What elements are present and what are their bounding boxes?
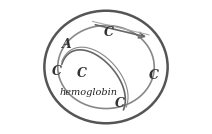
Text: A: A [62, 38, 72, 51]
Text: C: C [52, 64, 61, 78]
Ellipse shape [44, 11, 168, 123]
Text: C: C [77, 67, 87, 80]
Text: C: C [114, 97, 124, 110]
Text: C: C [149, 68, 159, 82]
Text: C: C [104, 26, 114, 39]
Text: hemoglobin: hemoglobin [60, 88, 118, 97]
Ellipse shape [58, 25, 154, 109]
